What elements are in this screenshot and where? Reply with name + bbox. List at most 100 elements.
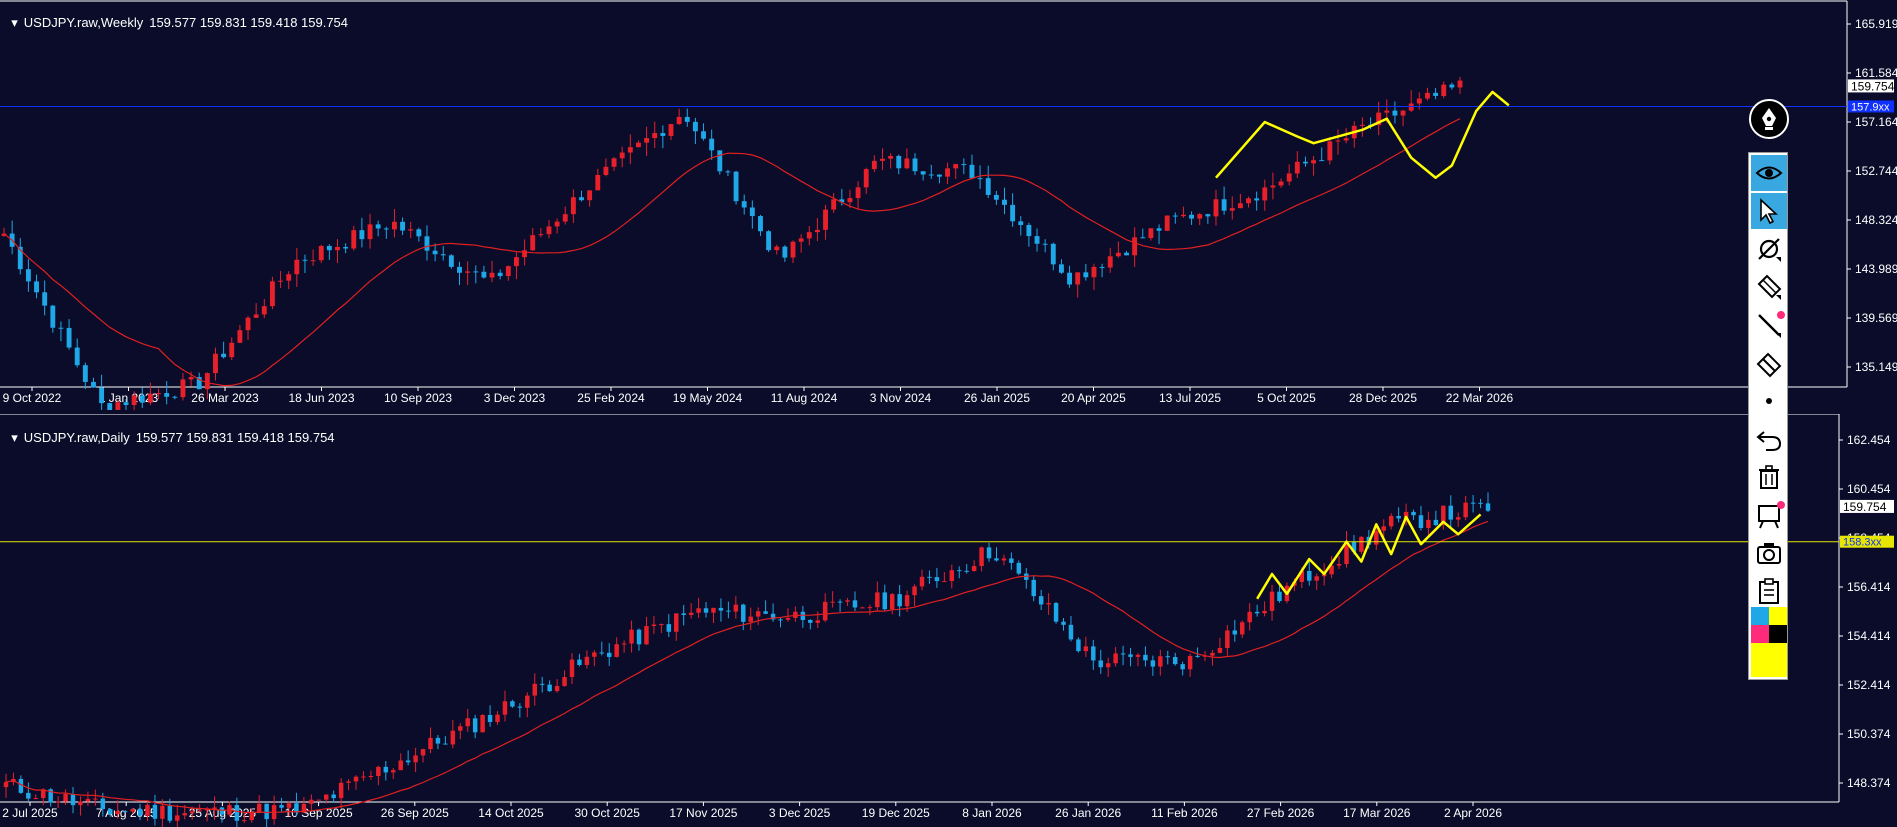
x-tick-label: 20 Apr 2025 — [1061, 391, 1126, 405]
candle-body — [108, 809, 113, 815]
pen-tool-icon[interactable] — [1749, 99, 1789, 139]
candle-body — [823, 209, 828, 230]
candle-body — [3, 782, 9, 788]
trash-icon[interactable] — [1751, 459, 1787, 495]
whiteboard-icon[interactable] — [1751, 497, 1787, 533]
candle-body — [78, 801, 83, 806]
candle-body — [450, 730, 456, 745]
candle-body — [599, 652, 605, 654]
candle-body — [674, 613, 679, 632]
daily-chart[interactable]: 162.454160.454158.454156.414154.414152.4… — [0, 414, 1897, 827]
x-tick-label: 26 Mar 2023 — [191, 391, 259, 405]
candle-body — [1425, 92, 1430, 99]
candle-body — [934, 577, 940, 582]
candle-body — [420, 749, 426, 756]
candle-body — [629, 629, 634, 644]
candle-body — [443, 743, 448, 745]
candle-body — [346, 781, 351, 783]
candle-body — [1299, 570, 1305, 582]
color-swatch-blue[interactable] — [1751, 607, 1769, 625]
candle-body — [510, 701, 515, 707]
x-tick-label: 3 Nov 2024 — [870, 391, 932, 405]
y-tick-label: 143.989 — [1855, 262, 1897, 276]
candle-body — [18, 778, 24, 793]
candle-body — [969, 164, 975, 179]
candle-body — [1359, 124, 1365, 126]
candle-body — [318, 245, 324, 261]
eraser-icon[interactable] — [1751, 345, 1787, 381]
eye-icon[interactable] — [1751, 155, 1787, 191]
candle-body — [538, 234, 544, 236]
collapse-triangle-icon[interactable]: ▾ — [11, 15, 18, 30]
cursor-icon[interactable] — [1751, 193, 1787, 229]
candle-body — [1374, 530, 1379, 545]
camera-icon[interactable] — [1751, 535, 1787, 571]
candle-body — [264, 803, 269, 820]
candle-body — [749, 207, 755, 217]
candle-body — [1418, 515, 1424, 529]
candle-body — [63, 794, 68, 802]
candle-body — [1210, 652, 1215, 656]
candle-body — [502, 701, 508, 715]
candle-body — [41, 789, 46, 798]
color-swatch-pink[interactable] — [1751, 625, 1769, 643]
highlighter-icon[interactable] — [1751, 269, 1787, 305]
brush-size-icon[interactable] — [1751, 383, 1787, 419]
candle-body — [26, 792, 31, 799]
color-swatch-yellow[interactable] — [1769, 607, 1787, 625]
freehand-drawing[interactable] — [1215, 90, 1510, 179]
line-tool-icon[interactable] — [1751, 307, 1787, 343]
candle-body — [400, 221, 406, 231]
color-swatch-black[interactable] — [1769, 625, 1787, 643]
candle-body — [1441, 505, 1446, 526]
y-tick-label: 135.149 — [1855, 360, 1897, 374]
candle-body — [1046, 603, 1051, 605]
y-tick-label: 160.454 — [1847, 482, 1891, 496]
candle-body — [1026, 224, 1032, 237]
x-tick-label: 26 Sep 2025 — [381, 806, 449, 820]
candle-body — [237, 330, 243, 343]
candle-body — [156, 393, 161, 395]
candle-body — [219, 807, 225, 815]
candle-body — [1115, 252, 1121, 257]
candle-body — [221, 353, 227, 358]
candle-body — [164, 393, 170, 397]
weekly-chart[interactable]: 165.919 161.584 157.164 152.744 148.324 143.9… — [0, 0, 1897, 410]
candle-body — [188, 377, 194, 380]
x-tick-label: 26 Jan 2025 — [964, 391, 1030, 405]
candle-body — [1075, 272, 1081, 285]
candle-body — [882, 592, 888, 610]
candle-body — [651, 624, 657, 627]
candle-body — [204, 809, 210, 811]
candle-body — [717, 150, 723, 172]
x-tick-label: 11 Feb 2026 — [1151, 806, 1218, 820]
candle-body — [860, 607, 865, 609]
y-tick-label: 154.414 — [1847, 629, 1891, 643]
candle-body — [413, 755, 418, 763]
candle-body — [676, 116, 682, 125]
candle-body — [847, 198, 853, 203]
candle-body — [1132, 237, 1138, 256]
x-tick-label: 17 Mar 2026 — [1343, 806, 1411, 820]
selected-color-swatch[interactable] — [1751, 643, 1787, 677]
candle-body — [204, 373, 210, 390]
horizontal-line-price: 157.9xx — [1851, 101, 1890, 113]
undo-icon[interactable] — [1751, 421, 1787, 457]
collapse-triangle-icon[interactable]: ▾ — [11, 430, 18, 445]
freehand-drawing[interactable] — [1256, 513, 1482, 600]
candle-body — [1294, 161, 1300, 174]
x-tick-label: 5 Oct 2025 — [1257, 391, 1316, 405]
candle-body — [1314, 576, 1319, 581]
x-tick-label: 13 Jul 2025 — [1159, 391, 1221, 405]
laser-pointer-icon[interactable] — [1751, 231, 1787, 267]
candle-body — [1128, 654, 1133, 657]
moving-average-line — [5, 520, 1489, 814]
candle-body — [790, 241, 796, 258]
candle-body — [570, 197, 576, 215]
clipboard-icon[interactable] — [1751, 573, 1787, 609]
candle-body — [465, 718, 470, 727]
candle-body — [147, 393, 153, 403]
candle-body — [1018, 221, 1024, 225]
candle-body — [66, 327, 72, 348]
candle-body — [1001, 558, 1007, 561]
